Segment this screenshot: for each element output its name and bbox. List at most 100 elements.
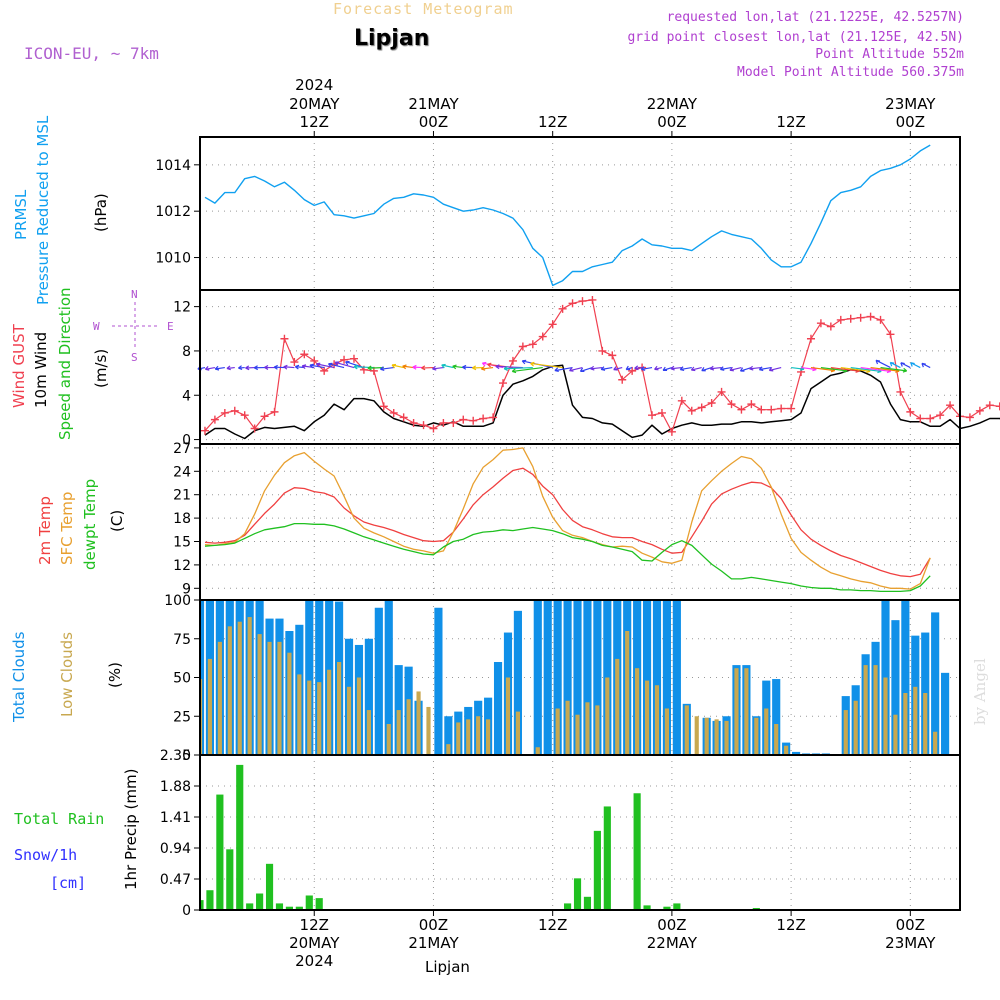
gust-point (528, 340, 537, 349)
wind-direction-arrow (654, 365, 663, 371)
gust-point (667, 427, 676, 436)
gust-point (340, 355, 349, 364)
model-label: ICON-EU, ~ 7km (24, 44, 159, 63)
gust-label: Wind GUST (10, 323, 28, 408)
point-altitude: Point Altitude 552m (815, 47, 964, 62)
temperature-sfc-temp-line (204, 447, 931, 590)
top-time-label: 2024 (295, 76, 333, 94)
top-time-label: 00Z (896, 113, 925, 131)
pressure-ytick-label: 1010 (155, 251, 191, 267)
gust-point (985, 401, 994, 410)
temperature-dewpt-temp-line (204, 522, 931, 593)
wind-direction-arrow (238, 365, 245, 371)
axes-layer: 1010101210140481291215182124270255075100… (155, 76, 936, 970)
wind-label: 10m Wind (32, 332, 50, 408)
low-clouds-label: Low Clouds (58, 632, 76, 717)
total-cloud-bar (543, 600, 552, 755)
rain-bar (633, 793, 641, 910)
grid-coords: grid point closest lon,lat (21.125E, 42.… (627, 30, 964, 45)
low-cloud-bar (416, 691, 421, 755)
wind-direction-arrow (729, 366, 742, 372)
total-cloud-bar (792, 751, 801, 755)
total-cloud-bar (941, 672, 950, 755)
total-cloud-bar (642, 600, 652, 755)
low-cloud-bar (764, 708, 769, 755)
low-cloud-bar (585, 702, 590, 755)
footer-location: Lipjan (425, 958, 470, 976)
wind-unit: (m/s) (92, 349, 110, 388)
wind-direction-arrow (273, 364, 285, 370)
gust-point (628, 366, 637, 375)
wind-direction-arrow (634, 365, 643, 371)
total-cloud-bar (374, 607, 383, 755)
gust-point (469, 416, 478, 425)
total-cloud-bar (513, 610, 522, 755)
gust-point (737, 405, 746, 414)
low-cloud-bar (913, 686, 918, 755)
gust-point (320, 366, 329, 375)
requested-coords: requested lon,lat (21.1225E, 42.5257N) (666, 10, 964, 25)
gust-point (200, 426, 209, 435)
gust-point (975, 406, 984, 415)
top-time-label: 00Z (419, 113, 448, 131)
gust-point (409, 418, 418, 427)
gust-point (876, 315, 885, 324)
rain-bar (564, 903, 572, 910)
wind-ytick-label: 12 (173, 300, 191, 316)
wind-ytick-label: 8 (182, 344, 191, 360)
wind-direction-arrow (662, 366, 673, 372)
wind-direction-arrow (226, 365, 235, 371)
gust-point (727, 400, 736, 409)
bottom-time-label: 12Z (776, 916, 805, 934)
gust-point (280, 334, 289, 343)
total-cloud-bar (364, 638, 373, 755)
wind-ytick-label: 4 (182, 388, 191, 404)
gust-point (439, 418, 448, 427)
gust-point (687, 406, 696, 415)
gust-point (657, 408, 666, 417)
precipitation-ytick-label: 0.94 (160, 841, 191, 857)
gust-point (787, 404, 796, 413)
pressure-ytick-label: 1014 (155, 158, 191, 174)
rain-bar (275, 903, 284, 910)
wind-direction-arrow (889, 361, 901, 369)
rain-bar (201, 900, 204, 910)
wind-direction-arrow (625, 365, 633, 371)
low-cloud-bar (754, 717, 759, 755)
gust-point (995, 402, 1000, 411)
gust-point (379, 402, 388, 411)
low-cloud-bar (396, 710, 401, 755)
top-time-label: 21MAY (408, 95, 459, 113)
gust-point (648, 411, 657, 420)
bottom-time-label: 22MAY (647, 934, 698, 952)
wind-direction-arrow (701, 366, 712, 372)
gust-point (856, 313, 865, 322)
rain-bar (295, 906, 303, 910)
grid-layer (200, 137, 960, 911)
low-cloud-bar (625, 631, 630, 755)
gust-point (826, 322, 835, 331)
gust-point (677, 396, 686, 405)
pressure-label-1: PRMSL (12, 189, 30, 240)
low-cloud-bar (356, 677, 362, 755)
precipitation-ytick-label: 1.88 (160, 779, 191, 795)
total-cloud-bar (533, 600, 542, 755)
precipitation-ytick-label: 0.47 (160, 872, 191, 888)
precip-unit: 1hr Precip (mm) (122, 769, 140, 890)
compass-e: E (167, 320, 174, 333)
temperature-ytick-label: 18 (173, 511, 191, 527)
low-cloud-bar (267, 641, 272, 755)
low-cloud-bar (883, 677, 888, 755)
wind-direction-arrow (679, 366, 692, 371)
rain-bar (583, 896, 592, 910)
low-cloud-bar (933, 731, 938, 755)
gust-point (846, 314, 855, 323)
wind-direction-arrow (432, 365, 444, 371)
rain-bar (256, 893, 264, 910)
wind-direction-arrow (910, 362, 921, 369)
low-cloud-bar (201, 679, 203, 755)
gust-point (598, 346, 607, 355)
wind-direction-arrow (328, 362, 345, 369)
pressure-ytick-label: 1012 (155, 204, 191, 220)
low-cloud-bar (873, 665, 878, 755)
